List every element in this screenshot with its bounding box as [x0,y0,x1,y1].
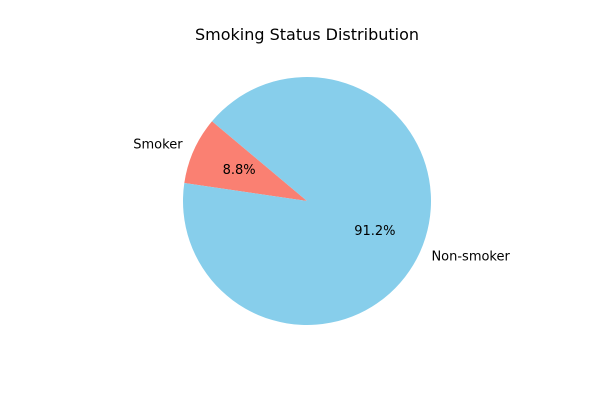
pie-slice-smoker [184,121,307,201]
pie-labels: Smoker 8.8% Non-smoker 91.2% [133,138,510,265]
pct-label-non-smoker: 91.2% [354,224,395,239]
slice-label-non-smoker: Non-smoker [431,249,510,264]
chart-title: Smoking Status Distribution [195,25,419,44]
pie-slice-non-smoker [183,76,431,325]
slice-label-smoker: Smoker [133,138,183,153]
pie-slices [183,76,431,325]
pct-label-smoker: 8.8% [223,163,256,178]
